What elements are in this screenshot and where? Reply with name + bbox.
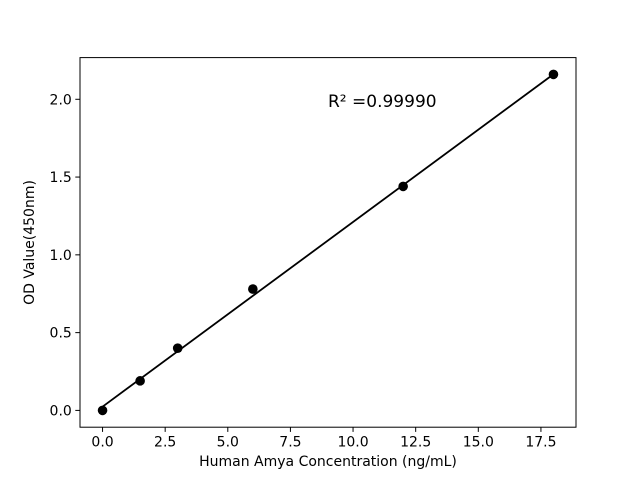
data-point-marker <box>398 181 408 192</box>
x-tick-label: 5.0 <box>217 434 239 450</box>
r-squared-annotation: R² =0.99990 <box>328 92 437 112</box>
x-tick-label: 0.0 <box>91 434 113 450</box>
data-point-marker <box>248 284 258 294</box>
x-tick-label: 12.5 <box>400 434 431 450</box>
y-tick-label: 0.0 <box>50 403 72 419</box>
data-point-marker <box>135 376 145 386</box>
x-tick-label: 15.0 <box>463 434 494 450</box>
y-tick-label: 1.5 <box>50 170 72 186</box>
y-tick-label: 0.5 <box>50 326 72 342</box>
data-point-marker <box>548 69 559 80</box>
x-tick-label: 2.5 <box>154 434 176 450</box>
x-tick-label: 10.0 <box>337 434 368 450</box>
axes-spines <box>79 57 577 428</box>
data-series-layer <box>97 69 559 416</box>
y-axis-label: OD Value(450nm) <box>22 180 38 305</box>
x-tick-label: 17.5 <box>525 434 556 450</box>
x-axis-label: Human Amya Concentration (ng/mL) <box>199 454 457 470</box>
x-tick-label: 7.5 <box>279 434 301 450</box>
data-point-marker <box>97 405 108 416</box>
axes-layer: 0.0 2.5 5.0 7.5 10.0 12.5 15.0 17.5 0.0 0.5 1.0 1.5… <box>50 57 577 450</box>
y-tick-label: 2.0 <box>50 92 72 108</box>
data-point-marker <box>172 343 183 353</box>
y-tick-label: 1.0 <box>50 248 72 264</box>
